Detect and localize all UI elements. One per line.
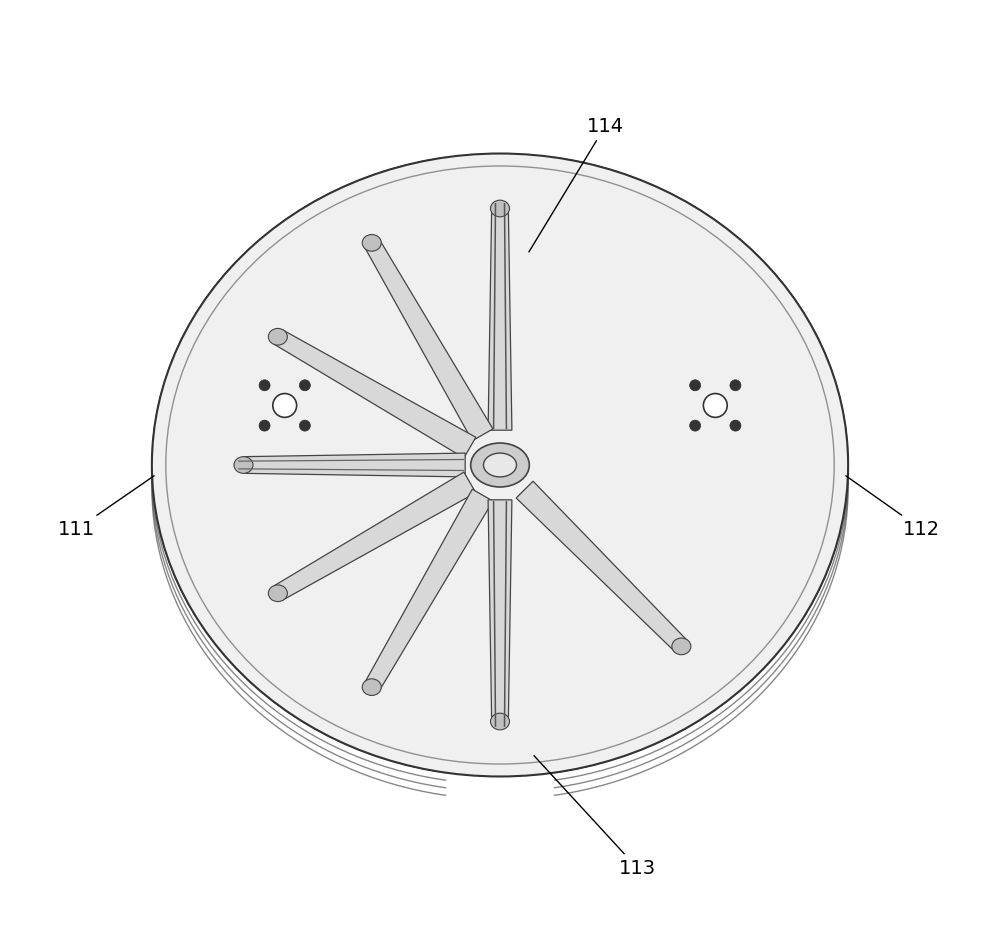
Ellipse shape — [234, 457, 253, 473]
Ellipse shape — [730, 379, 741, 391]
Text: 112: 112 — [846, 476, 940, 538]
Ellipse shape — [484, 453, 516, 477]
Polygon shape — [516, 481, 687, 652]
Ellipse shape — [152, 153, 848, 777]
Polygon shape — [243, 453, 465, 477]
Ellipse shape — [259, 379, 270, 391]
Ellipse shape — [268, 585, 287, 602]
Ellipse shape — [730, 420, 741, 432]
Polygon shape — [274, 472, 476, 601]
Polygon shape — [365, 239, 493, 441]
Ellipse shape — [672, 638, 691, 655]
Polygon shape — [488, 499, 512, 722]
Ellipse shape — [259, 420, 270, 432]
Polygon shape — [365, 489, 493, 691]
Ellipse shape — [703, 393, 727, 418]
Ellipse shape — [690, 379, 701, 391]
Ellipse shape — [362, 234, 381, 251]
Polygon shape — [274, 329, 476, 458]
Ellipse shape — [690, 420, 701, 432]
Ellipse shape — [299, 420, 310, 432]
Ellipse shape — [471, 443, 529, 487]
Polygon shape — [488, 208, 512, 431]
Ellipse shape — [299, 379, 310, 391]
Ellipse shape — [490, 200, 510, 217]
Ellipse shape — [362, 679, 381, 696]
Text: 111: 111 — [58, 476, 154, 538]
Text: 114: 114 — [529, 116, 624, 252]
Ellipse shape — [268, 328, 287, 345]
Ellipse shape — [273, 393, 297, 418]
Ellipse shape — [490, 713, 510, 730]
Text: 113: 113 — [534, 755, 656, 878]
